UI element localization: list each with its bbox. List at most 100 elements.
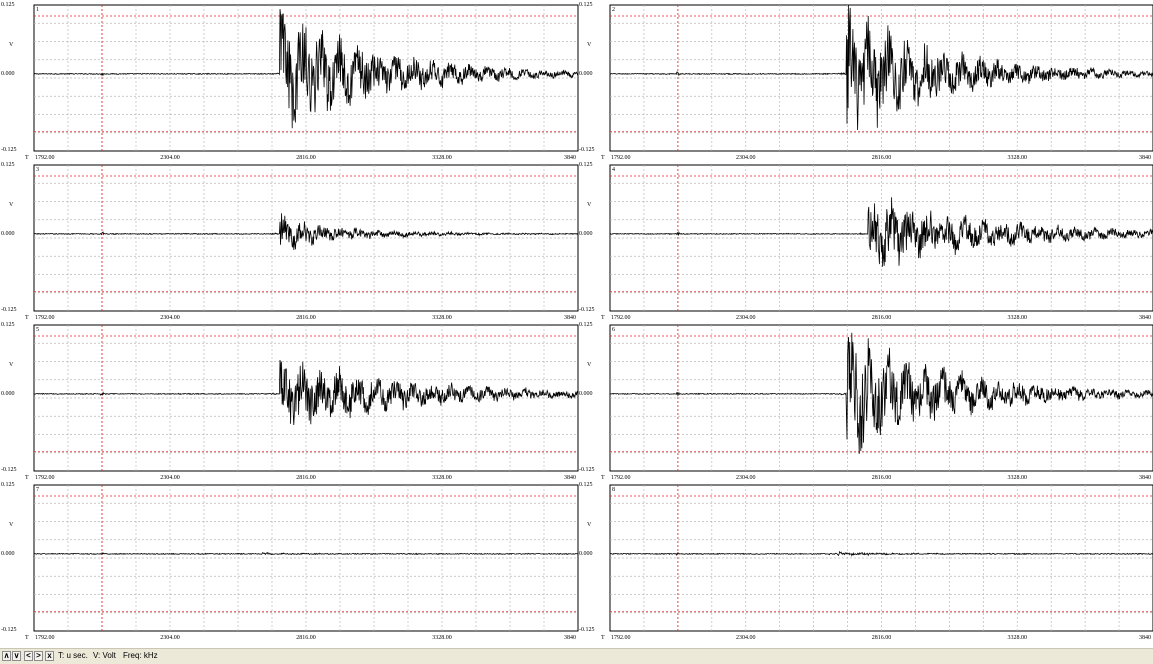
x-tick-label: 3328.00	[432, 475, 452, 481]
x-tick-label: 2816.00	[871, 155, 892, 161]
y-axis-label: V	[587, 42, 592, 48]
y-tick-label: 0.125	[1, 482, 15, 488]
waveform-panel-5	[33, 324, 579, 472]
x-axis-label: T	[601, 155, 605, 161]
y-tick-label: -0.125	[579, 307, 595, 313]
x-tick-label: 3840	[1139, 315, 1151, 321]
x-tick-label: 2816.00	[871, 475, 892, 481]
y-tick-label: -0.125	[1, 147, 17, 153]
x-tick-label: 3328.00	[1007, 475, 1028, 481]
x-tick-label: 1792.00	[35, 635, 55, 641]
waveform-panel-3	[33, 164, 579, 312]
y-axis-label: V	[9, 362, 14, 368]
y-tick-label: 0.125	[1, 162, 15, 168]
x-tick-label: 2304.00	[736, 475, 756, 481]
x-tick-label: 2816.00	[296, 635, 316, 641]
x-tick-label: 2304.00	[160, 315, 180, 321]
x-tick-label: 2304.00	[160, 635, 180, 641]
x-axis-label: T	[601, 475, 605, 481]
x-tick-label: 2304.00	[160, 475, 180, 481]
time-unit-label: T: u sec.	[58, 651, 88, 660]
close-button[interactable]: x	[45, 651, 54, 661]
y-axis-label: V	[9, 42, 14, 48]
channel-number: 5	[36, 327, 39, 333]
prev-button[interactable]: <	[24, 651, 33, 661]
y-tick-label: 0.000	[579, 230, 593, 237]
x-tick-label: 3840	[1139, 155, 1151, 161]
x-axis-label: T	[25, 475, 29, 481]
y-axis-label: V	[587, 202, 592, 208]
y-tick-label: -0.125	[1, 307, 17, 313]
scroll-down-button[interactable]: ∨	[12, 651, 21, 661]
x-tick-label: 2304.00	[736, 315, 756, 321]
waveform-trace-2	[609, 4, 1153, 131]
y-tick-label: 0.125	[579, 482, 593, 488]
next-button[interactable]: >	[34, 651, 43, 661]
y-tick-label: 0.125	[1, 322, 15, 328]
waveform-trace-1	[33, 9, 579, 129]
channel-number: 1	[36, 7, 39, 13]
volt-unit-label: V: Volt	[93, 651, 116, 660]
y-tick-label: 0.000	[579, 70, 593, 77]
x-tick-label: 3840	[564, 475, 576, 481]
x-tick-label: 1792.00	[35, 475, 55, 481]
scroll-up-button[interactable]: ∧	[2, 651, 11, 661]
x-axis-label: T	[25, 315, 29, 321]
y-tick-label: 0.000	[1, 550, 15, 557]
y-tick-label: 0.000	[579, 390, 593, 397]
waveform-panel-8	[609, 484, 1153, 632]
x-tick-label: 3840	[564, 635, 576, 641]
x-tick-label: 3328.00	[1007, 155, 1028, 161]
x-tick-label: 3840	[1139, 475, 1151, 481]
waveform-trace-4	[610, 197, 1153, 267]
y-tick-label: 0.000	[579, 550, 593, 557]
x-tick-label: 2816.00	[871, 635, 892, 641]
waveform-trace-5	[33, 359, 579, 426]
x-tick-label: 2816.00	[296, 315, 316, 321]
x-tick-label: 1792.00	[611, 475, 631, 481]
x-tick-label: 3840	[564, 315, 576, 321]
y-tick-label: -0.125	[579, 627, 595, 633]
y-tick-label: -0.125	[579, 147, 595, 153]
status-bar: ∧ ∨ < > x T: u sec. V: Volt Freq: kHz	[0, 648, 1153, 664]
x-tick-label: 2816.00	[296, 155, 316, 161]
y-axis-label: V	[587, 362, 592, 368]
waveform-panel-2	[609, 4, 1153, 152]
x-tick-label: 2304.00	[160, 155, 180, 161]
channel-number: 6	[612, 327, 615, 333]
waveform-panel-4	[609, 164, 1153, 312]
y-tick-label: 0.000	[1, 230, 15, 237]
waveform-trace-7	[33, 551, 578, 556]
channel-number: 2	[612, 7, 615, 13]
x-tick-label: 3328.00	[1007, 315, 1028, 321]
waveform-trace-6	[609, 332, 1153, 454]
x-tick-label: 3840	[564, 155, 576, 161]
x-axis-label: T	[601, 635, 605, 641]
channel-number: 7	[36, 487, 39, 493]
x-axis-label: T	[25, 635, 29, 641]
waveform-panel-6	[609, 324, 1153, 472]
y-tick-label: 0.000	[1, 70, 15, 77]
x-tick-label: 3328.00	[1007, 635, 1028, 641]
x-axis-label: T	[25, 155, 29, 161]
freq-unit-label: Freq: kHz	[123, 651, 158, 660]
waveform-trace-8	[609, 550, 1153, 557]
waveform-grid: 1 0.125 V 0.000 -0.125 T 1792.00 2304.00 2816.00…	[1, 2, 1153, 641]
y-tick-label: 0.000	[1, 390, 15, 397]
x-tick-label: 1792.00	[611, 315, 631, 321]
x-tick-label: 3840	[1139, 635, 1151, 641]
y-axis-label: V	[9, 202, 14, 208]
x-tick-label: 1792.00	[611, 155, 631, 161]
x-tick-label: 2816.00	[296, 475, 316, 481]
x-tick-label: 2304.00	[736, 155, 756, 161]
x-axis-label: T	[601, 315, 605, 321]
y-tick-label: -0.125	[1, 467, 17, 473]
x-tick-label: 1792.00	[35, 155, 55, 161]
y-axis-label: V	[587, 522, 592, 528]
x-tick-label: 3328.00	[432, 315, 452, 321]
y-tick-label: 0.125	[1, 2, 15, 8]
channel-number: 3	[36, 167, 39, 173]
x-tick-label: 3328.00	[432, 155, 452, 161]
y-axis-label: V	[9, 522, 14, 528]
x-tick-label: 2816.00	[871, 315, 892, 321]
